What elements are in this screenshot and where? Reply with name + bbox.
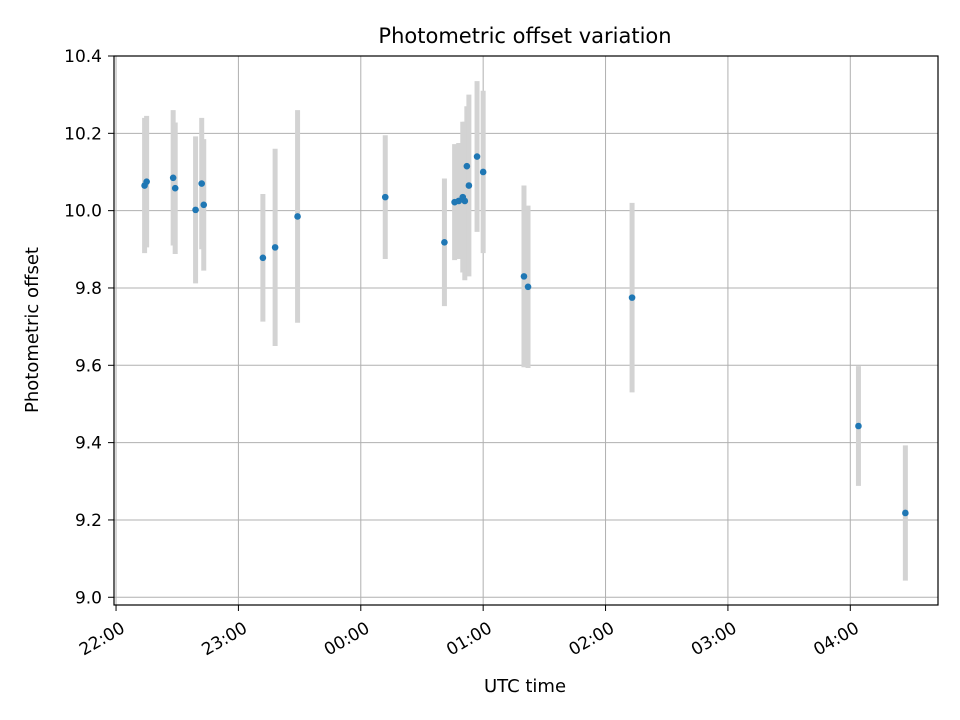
data-point [169,174,177,182]
data-points [141,153,909,517]
data-point [171,184,179,192]
x-axis-label: UTC time [484,676,566,697]
data-point [441,239,448,246]
data-point [524,283,532,291]
y-tick-label: 10.4 [64,47,102,67]
data-point [200,201,208,209]
y-axis-label: Photometric offset [22,247,43,413]
y-tick-label: 10.0 [64,202,102,222]
data-point [628,294,636,301]
chart-title: Photometric offset variation [378,24,671,48]
y-tick-label: 9.4 [75,434,102,454]
plot-frame [113,55,939,606]
data-point [143,178,150,185]
y-tick-label: 9.6 [75,356,102,376]
y-tick-label: 9.8 [75,279,102,299]
data-point [465,182,473,189]
data-point [294,213,301,220]
data-point [198,180,206,187]
data-point [381,193,389,201]
data-point [192,206,199,214]
data-point [271,244,279,251]
data-point [520,273,528,280]
data-point [259,254,267,262]
y-tick-label: 9.0 [75,588,102,608]
data-point [479,168,487,176]
y-tick-label: 9.2 [75,511,102,531]
y-tick-label: 10.2 [64,124,102,144]
data-point [463,162,471,170]
data-point [902,509,909,517]
data-point [461,197,469,205]
data-point [855,422,862,430]
data-point [473,153,481,160]
